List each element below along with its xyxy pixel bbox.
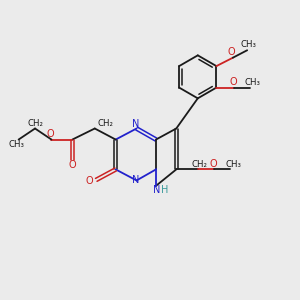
Text: N: N: [132, 119, 140, 129]
Text: CH₂: CH₂: [191, 160, 207, 169]
Text: CH₂: CH₂: [98, 119, 114, 128]
Text: O: O: [68, 160, 76, 170]
Text: O: O: [86, 176, 94, 186]
Text: CH₃: CH₃: [225, 160, 241, 169]
Text: H: H: [161, 185, 169, 195]
Text: N: N: [153, 185, 161, 195]
Text: O: O: [46, 129, 54, 139]
Text: CH₃: CH₃: [241, 40, 257, 50]
Text: O: O: [229, 77, 237, 87]
Text: CH₃: CH₃: [8, 140, 24, 149]
Text: CH₃: CH₃: [244, 78, 260, 87]
Text: N: N: [132, 176, 140, 185]
Text: CH₂: CH₂: [28, 119, 43, 128]
Text: O: O: [209, 159, 217, 169]
Text: O: O: [228, 47, 236, 57]
